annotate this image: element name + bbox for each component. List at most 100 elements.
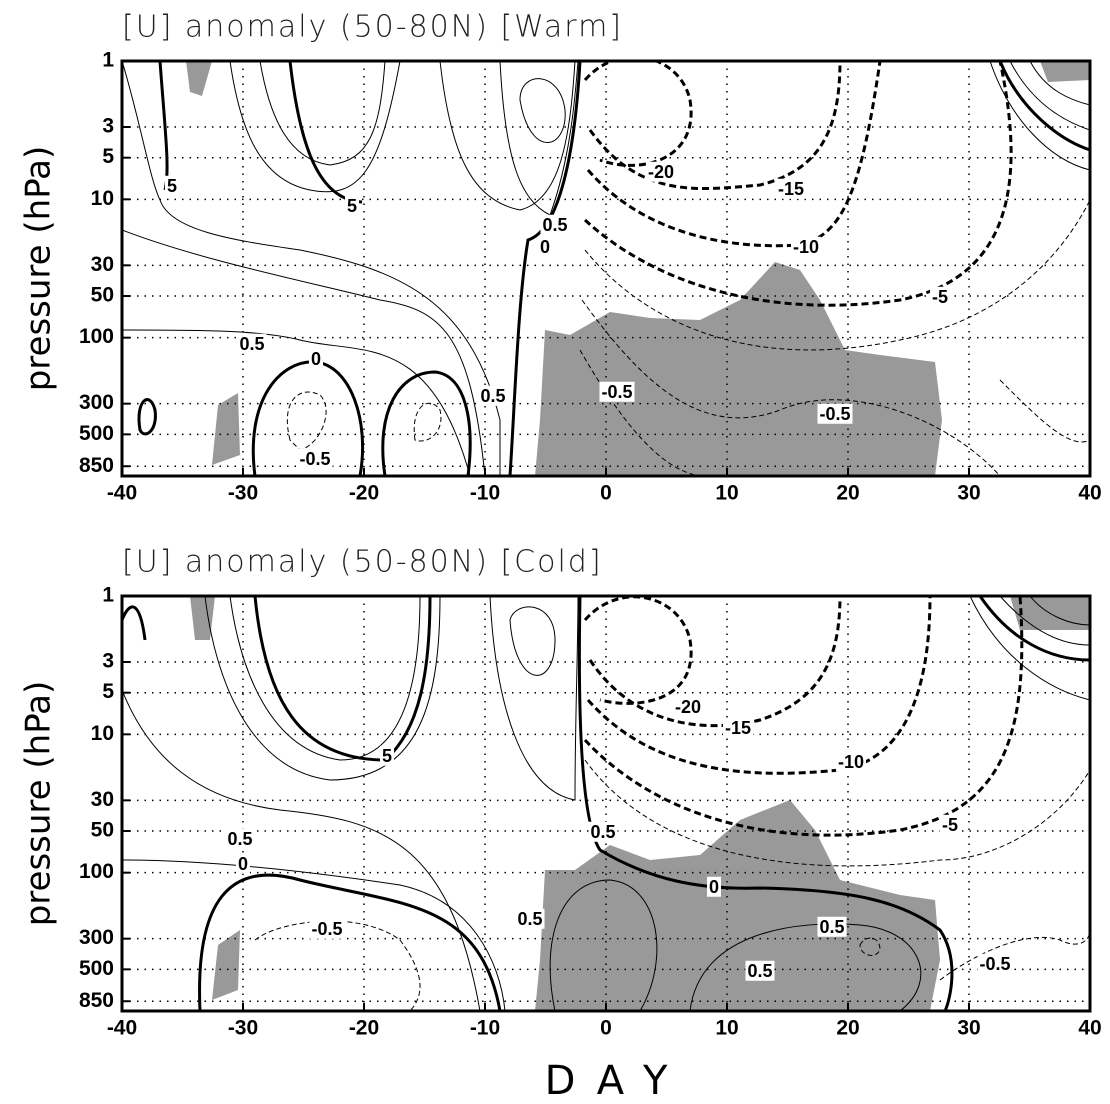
contour-label: 0 bbox=[238, 854, 248, 874]
contour-label-bg bbox=[599, 381, 635, 402]
y-tick-label: 50 bbox=[91, 819, 114, 842]
contour-label-bg bbox=[775, 178, 807, 199]
contour-label: 5 bbox=[382, 746, 392, 766]
y-tick-label: 30 bbox=[91, 788, 114, 811]
contour-label: -15 bbox=[778, 179, 804, 199]
contour-label: 0.5 bbox=[227, 829, 252, 849]
x-tick-label: 20 bbox=[836, 1017, 859, 1040]
y-tick-label: 500 bbox=[79, 422, 114, 445]
y-tick-label: 850 bbox=[79, 454, 114, 477]
x-tick-label: -40 bbox=[107, 482, 137, 505]
y-tick-label: 300 bbox=[79, 926, 114, 949]
contour-label: 0.5 bbox=[480, 386, 505, 406]
contour-label-bg bbox=[344, 195, 360, 216]
y-tick-label: 1 bbox=[102, 584, 114, 607]
contour-label: -20 bbox=[675, 697, 701, 717]
y-tick-label: 5 bbox=[102, 680, 114, 703]
x-axis-label: DAY bbox=[545, 1058, 690, 1104]
x-tick-label: 20 bbox=[836, 482, 859, 505]
contour-label-bg bbox=[588, 821, 618, 842]
contour-label-bg bbox=[790, 236, 822, 257]
contour-label-bg bbox=[164, 175, 180, 196]
contour-label: 0.5 bbox=[517, 909, 542, 929]
contour-label-bg bbox=[817, 916, 847, 937]
contour-label-bg bbox=[309, 918, 345, 939]
x-tick-label: -20 bbox=[349, 1017, 379, 1040]
x-tick-label: 40 bbox=[1078, 1017, 1101, 1040]
contour-label-bg bbox=[835, 751, 867, 772]
contour-label-bg bbox=[225, 828, 255, 849]
contour-label-bg bbox=[237, 333, 267, 354]
x-tick-label: 40 bbox=[1078, 482, 1101, 505]
contour-label: 0 bbox=[709, 877, 719, 897]
contour-field bbox=[122, 596, 1090, 1011]
y-tick-label: 1 bbox=[102, 49, 114, 72]
contour-label-bg bbox=[297, 448, 333, 469]
contour-label: -0.5 bbox=[299, 449, 330, 469]
contour-label: -10 bbox=[838, 752, 864, 772]
y-tick-label: 500 bbox=[79, 957, 114, 980]
y-tick-label: 30 bbox=[91, 253, 114, 276]
y-axis-label: pressure (hPa) bbox=[19, 681, 59, 927]
contour-label: 5 bbox=[167, 176, 177, 196]
x-tick-label: -40 bbox=[107, 1017, 137, 1040]
y-tick-label: 100 bbox=[79, 325, 114, 348]
y-tick-label: 300 bbox=[79, 391, 114, 414]
contour-label: 5 bbox=[347, 196, 357, 216]
contour-label-bg bbox=[478, 385, 508, 406]
x-tick-label: 0 bbox=[600, 1017, 612, 1040]
contour-label-bg bbox=[537, 236, 553, 257]
contour-label: -0.5 bbox=[601, 382, 632, 402]
contour-label: -0.5 bbox=[979, 954, 1010, 974]
y-tick-label: 850 bbox=[79, 989, 114, 1012]
x-tick-label: 10 bbox=[715, 1017, 738, 1040]
contour-label: -15 bbox=[725, 718, 751, 738]
contour-label-bg bbox=[977, 953, 1013, 974]
contour-label: -20 bbox=[648, 162, 674, 182]
y-tick-label: 5 bbox=[102, 145, 114, 168]
contour-label: 0.5 bbox=[819, 917, 844, 937]
contour-label: -10 bbox=[793, 237, 819, 257]
x-tick-label: 0 bbox=[600, 482, 612, 505]
plot-frame bbox=[120, 594, 1092, 1013]
contour-field bbox=[122, 61, 1090, 476]
x-tick-label: -10 bbox=[470, 1017, 500, 1040]
contour-label-bg bbox=[515, 908, 545, 929]
chart-title: [U] anomaly (50-80N) [Cold] bbox=[122, 545, 603, 580]
contour-label-bg bbox=[672, 696, 704, 717]
contour-label-bg bbox=[379, 745, 395, 766]
contour-label-bg bbox=[817, 403, 853, 424]
contour-label-bg bbox=[308, 348, 324, 369]
y-tick-label: 50 bbox=[91, 284, 114, 307]
y-axis-label: pressure (hPa) bbox=[19, 146, 59, 392]
contour-label: 0 bbox=[540, 237, 550, 257]
x-tick-label: 30 bbox=[957, 482, 980, 505]
contour-label: 0.5 bbox=[239, 334, 264, 354]
contour-label: -0.5 bbox=[311, 919, 342, 939]
x-tick-label: 30 bbox=[957, 1017, 980, 1040]
y-tick-label: 3 bbox=[102, 115, 114, 138]
x-tick-label: -10 bbox=[470, 482, 500, 505]
y-tick-label: 10 bbox=[91, 722, 114, 745]
x-tick-label: -20 bbox=[349, 482, 379, 505]
contour-label: 0.5 bbox=[542, 215, 567, 235]
contour-label: 0.5 bbox=[590, 822, 615, 842]
contour-label-bg bbox=[706, 876, 722, 897]
contour-label-bg bbox=[929, 286, 951, 307]
contour-label-bg bbox=[540, 214, 570, 235]
x-tick-label: -30 bbox=[228, 482, 258, 505]
x-tick-label: 10 bbox=[715, 482, 738, 505]
contour-label-bg bbox=[939, 814, 961, 835]
y-tick-label: 100 bbox=[79, 860, 114, 883]
x-tick-label: -30 bbox=[228, 1017, 258, 1040]
contour-label: -5 bbox=[942, 815, 958, 835]
contour-label: 0 bbox=[311, 349, 321, 369]
plot-frame bbox=[120, 59, 1092, 478]
contour-label-bg bbox=[745, 960, 775, 981]
contour-label-bg bbox=[722, 717, 754, 738]
y-tick-label: 10 bbox=[91, 187, 114, 210]
y-tick-label: 3 bbox=[102, 650, 114, 673]
contour-label: 0.5 bbox=[747, 961, 772, 981]
contour-label: -0.5 bbox=[819, 404, 850, 424]
